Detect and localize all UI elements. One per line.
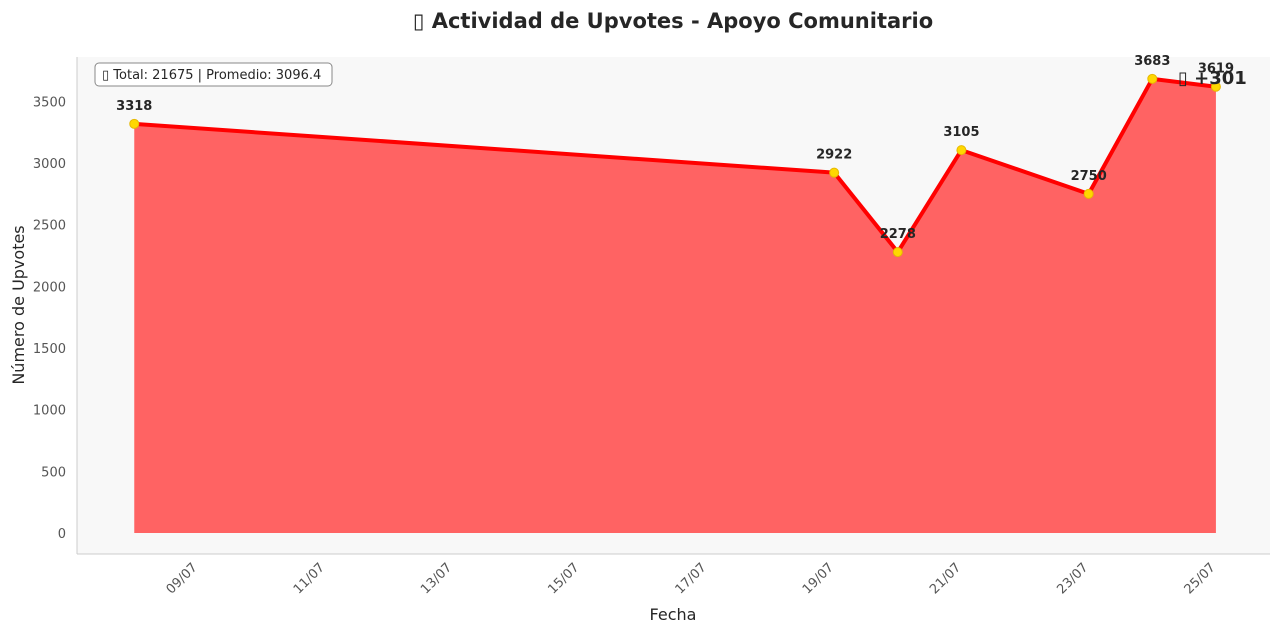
summary-box: ▯ Total: 21675 | Promedio: 3096.4: [94, 62, 333, 87]
data-label: 2278: [880, 227, 916, 242]
data-point: [129, 118, 140, 129]
series-layer: [129, 73, 1221, 534]
x-axis-label: Fecha: [650, 605, 697, 624]
delta-annotation: ▯ +301: [1178, 68, 1247, 89]
y-axis-label: Número de Upvotes: [9, 225, 28, 384]
data-labels: 3318 2922 2278 3105 2750 3683 3619: [116, 54, 1234, 242]
data-point: [1147, 73, 1158, 84]
x-tick-label: 11/07: [291, 560, 328, 597]
x-tick-label: 23/07: [1054, 560, 1091, 597]
area-fill: [134, 78, 1216, 534]
x-tick-label: 25/07: [1182, 560, 1219, 597]
y-tick-label: 2000: [33, 280, 66, 295]
x-tick-label: 09/07: [164, 560, 201, 597]
data-label: 3683: [1134, 54, 1170, 69]
summary-text: ▯ Total: 21675 | Promedio: 3096.4: [102, 68, 321, 83]
y-tick-label: 500: [41, 465, 66, 480]
y-tick-label: 1500: [33, 342, 66, 357]
data-label: 2750: [1071, 169, 1107, 184]
x-tick-label: 15/07: [545, 560, 582, 597]
y-tick-label: 3500: [33, 95, 66, 110]
chart-title: ▯ Actividad de Upvotes - Apoyo Comunitar…: [413, 9, 933, 33]
y-tick-label: 0: [58, 527, 66, 542]
data-point: [1210, 81, 1221, 92]
y-tick-label: 2500: [33, 219, 66, 234]
data-point: [956, 145, 967, 156]
data-label: 3318: [116, 99, 152, 114]
data-label: 3105: [943, 125, 979, 140]
data-label: 3619: [1198, 62, 1234, 77]
x-ticks: 09/07 11/07 13/07 15/07 17/07 19/07 21/07 23/07…: [164, 560, 1219, 597]
data-point: [892, 247, 903, 258]
data-label: 2922: [816, 148, 852, 163]
summary-box-frame: [94, 62, 333, 87]
y-tick-label: 1000: [33, 404, 66, 419]
data-point: [829, 167, 840, 178]
data-point: [1083, 188, 1094, 199]
y-tick-label: 3000: [33, 157, 66, 172]
y-ticks: 0 500 1000 1500 2000 2500 3000 3500: [33, 95, 66, 542]
x-tick-label: 17/07: [673, 560, 710, 597]
x-tick-label: 19/07: [800, 560, 837, 597]
x-tick-label: 21/07: [927, 560, 964, 597]
x-tick-label: 13/07: [418, 560, 455, 597]
